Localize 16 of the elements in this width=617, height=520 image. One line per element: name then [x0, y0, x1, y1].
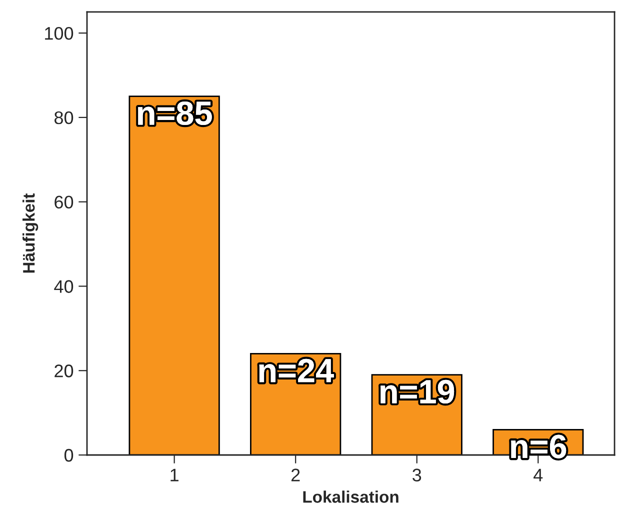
y-tick-label: 60 [54, 196, 74, 209]
y-tick-label: 80 [54, 111, 74, 124]
data-label: n=85 [138, 101, 212, 126]
y-tick-label: 40 [54, 280, 74, 293]
y-axis-title: Häufigkeit [22, 193, 38, 273]
x-tick-label: 2 [291, 468, 300, 482]
data-label: n=19 [380, 380, 454, 404]
x-tick-label: 4 [534, 468, 543, 482]
data-label: n=24 [259, 358, 334, 382]
bar [128, 96, 220, 455]
x-axis-title: Lokalisation [303, 490, 398, 503]
y-tick-label: 0 [64, 448, 74, 462]
y-tick-label: 20 [54, 364, 74, 378]
x-tick-label: 3 [412, 468, 422, 482]
x-tick-label: 1 [170, 468, 178, 482]
y-tick-label: 100 [45, 26, 74, 40]
